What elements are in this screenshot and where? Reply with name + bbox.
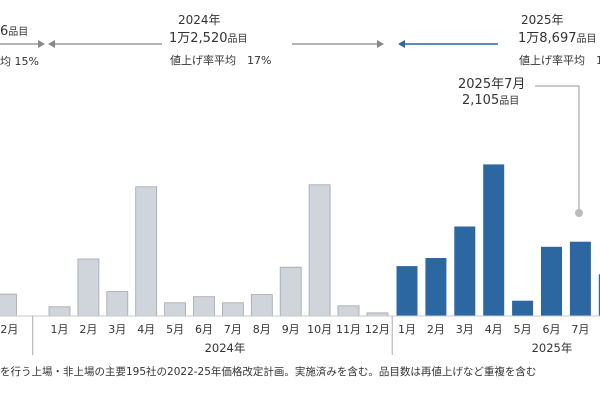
tick-label: 2月 bbox=[79, 323, 97, 336]
tick-label: 5月 bbox=[166, 323, 184, 336]
bar-2024-4 bbox=[135, 186, 158, 317]
tick-label: 5月 bbox=[514, 323, 532, 336]
annotation-2025-count: 1万8,697品目 bbox=[518, 31, 597, 46]
year-label: 2025年 bbox=[532, 341, 573, 355]
tick-label: 3月 bbox=[456, 323, 474, 336]
footnote: を行う上場・非上場の主要195社の2022-25年価格改定計画。実施済みを含む。… bbox=[0, 366, 537, 378]
bar-2024-7 bbox=[221, 302, 244, 317]
callout-title: 2025年7月 bbox=[458, 77, 526, 92]
bar-2024-5 bbox=[164, 302, 187, 317]
bar-2025-2 bbox=[425, 258, 447, 316]
bar-2024-1 bbox=[48, 306, 71, 317]
tick-label: 4月 bbox=[485, 323, 503, 336]
tick-label: 11月 bbox=[336, 323, 361, 336]
bar-2024-6 bbox=[193, 296, 215, 317]
arrow-2023-head bbox=[38, 40, 45, 48]
bar-2024-2 bbox=[77, 258, 100, 317]
callout-line bbox=[535, 85, 580, 213]
arrow-2024-left-head bbox=[48, 40, 55, 48]
bar-2025-3 bbox=[454, 226, 476, 316]
callout-leader bbox=[535, 85, 583, 217]
tick-label: 3月 bbox=[108, 323, 126, 336]
bar-2025-1 bbox=[396, 266, 418, 316]
bars bbox=[0, 164, 600, 317]
tick-label: 6月 bbox=[195, 323, 213, 336]
tick-label: 12月 bbox=[0, 323, 18, 336]
tick-label: 7月 bbox=[571, 323, 589, 336]
bar-2025-5 bbox=[512, 300, 534, 316]
bar-2024-3 bbox=[106, 291, 129, 317]
annotation-2024-rate: 値上げ率平均 17% bbox=[170, 54, 272, 67]
tick-label: 1月 bbox=[398, 323, 416, 336]
annotation-2024-count: 1万2,520品目 bbox=[169, 31, 248, 46]
bar-2025-6 bbox=[541, 246, 562, 316]
tick-label: 10月 bbox=[307, 323, 332, 336]
period-arrows bbox=[0, 40, 498, 48]
arrow-2025-head bbox=[398, 40, 405, 48]
bar-2025-7 bbox=[569, 241, 591, 316]
annotation-2024-year: 2024年 bbox=[178, 13, 221, 27]
bar-2025-4 bbox=[483, 164, 505, 316]
annotation-2023-count: 6品目 bbox=[0, 24, 29, 39]
tick-label: 8月 bbox=[253, 323, 271, 336]
arrow-2024-right-head bbox=[377, 40, 384, 48]
tick-label: 2月 bbox=[427, 323, 445, 336]
bar-2024-9 bbox=[279, 266, 302, 317]
x-axis: 11月12月1月2月3月4月5月6月7月8月9月10月11月12月1月2月3月4… bbox=[0, 315, 600, 355]
callout-dot bbox=[575, 209, 583, 217]
tick-label: 9月 bbox=[282, 323, 300, 336]
tick-label: 4月 bbox=[137, 323, 155, 336]
tick-label: 6月 bbox=[543, 323, 561, 336]
annotation-2025-year: 2025年 bbox=[521, 13, 564, 27]
annotation-2023-rate: 均 15% bbox=[0, 55, 39, 68]
bar-2023-2 bbox=[0, 293, 17, 317]
tick-label: 12月 bbox=[365, 323, 390, 336]
callout-count: 2,105品目 bbox=[462, 93, 520, 108]
tick-label: 1月 bbox=[51, 323, 69, 336]
bar-2024-10 bbox=[308, 184, 331, 317]
tick-label: 7月 bbox=[224, 323, 242, 336]
bar-2024-8 bbox=[250, 294, 273, 317]
bar-2024-11 bbox=[337, 305, 360, 317]
year-label: 2024年 bbox=[205, 341, 246, 355]
annotation-2025-rate: 値上げ率平均 1 bbox=[519, 54, 600, 67]
bar-2025-8 bbox=[598, 274, 600, 316]
